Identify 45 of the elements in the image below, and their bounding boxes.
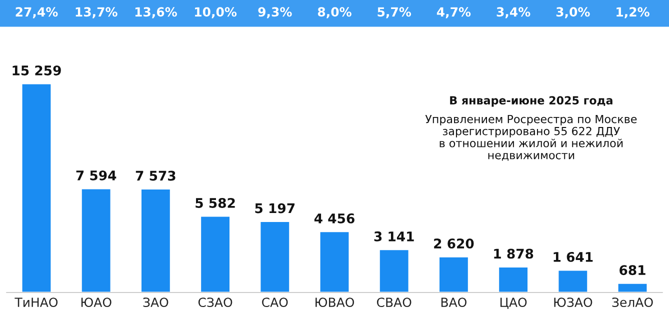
data-label: 15 259 [12,65,61,76]
bar [200,215,231,292]
data-label: 5 582 [196,198,235,208]
text: 3,0% [556,7,590,18]
x-tick-label: ЮВАО [316,298,354,308]
bar [498,266,529,292]
bar [259,220,290,292]
text: 27,4% [16,7,58,18]
bar [438,256,470,292]
text: 3,4% [496,7,530,18]
x-tick-label: САО [262,298,288,308]
x-tick-label: ЮАО [81,298,112,308]
x-tick-label: СЗАО [198,298,232,308]
bar [20,82,52,292]
bar [318,230,350,292]
data-label: 5 197 [255,203,295,214]
x-tick-label: ВАО [441,298,466,308]
bar [557,269,589,292]
x-tick-label: ЗелАО [612,298,653,308]
text: 10,0% [195,7,237,18]
data-label: 1 641 [554,252,593,262]
text: 13,7% [76,7,118,18]
text: 9,3% [258,7,292,18]
text: 4,7% [436,7,471,18]
data-label: 4 456 [314,213,354,224]
bar [80,188,112,292]
data-label: 3 141 [374,231,414,242]
text: 8,0% [318,7,352,18]
data-label: 2 620 [434,238,474,249]
data-label: 7 594 [76,170,116,180]
data-label: 1 878 [494,248,534,259]
x-tick-label: ЦАО [500,298,527,309]
x-tick-label: ЮЗАО [554,298,592,308]
x-tick-label: ЗАО [143,298,168,308]
bar [378,248,410,292]
data-label: 681 [620,265,646,276]
text: 13,6% [135,7,177,18]
x-tick-label: СВАО [376,298,412,308]
x-tick-label: ТиНАО [14,298,58,308]
annotation: В январе-июне 2025 года Управлением Росреестра по Москве зарегистрировано 55 622 ДДУ в отношении жилой и нежилой недвижимости [425,96,637,161]
text: 5,7% [378,7,412,18]
data-label: 7 573 [136,170,176,181]
text: 1,2% [616,7,650,18]
bar [140,188,172,292]
bar [616,282,648,292]
